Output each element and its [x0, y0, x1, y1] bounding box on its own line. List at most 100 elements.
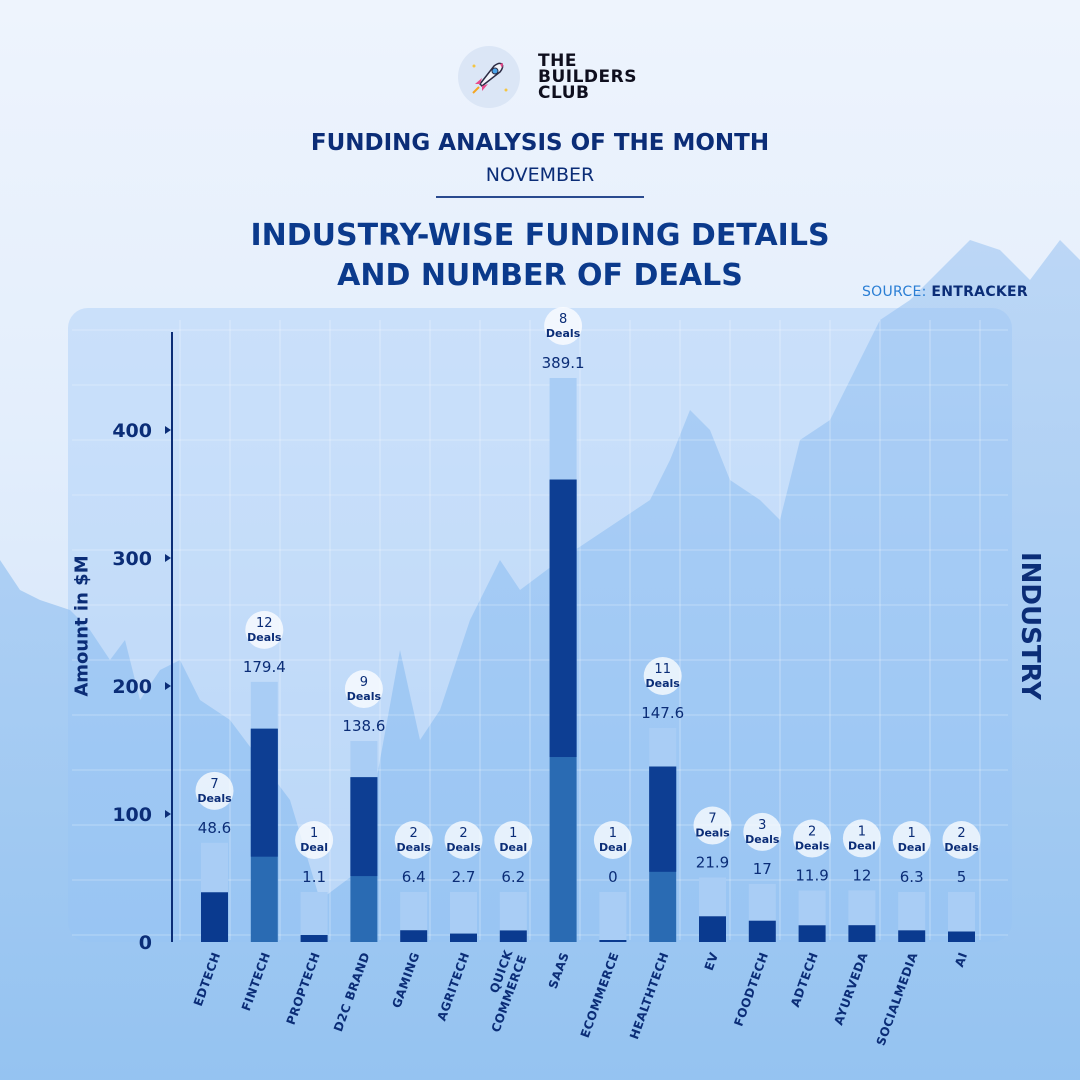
deal-bubble	[593, 821, 632, 859]
data-label: 21.9	[696, 854, 729, 872]
x-tick-label-line: EV	[702, 950, 722, 972]
bar	[699, 916, 726, 942]
month-label: NOVEMBER	[485, 164, 595, 186]
deal-count: 7	[708, 812, 716, 827]
x-tick-label-line: HEALTHTECH	[627, 950, 672, 1041]
bar	[450, 933, 477, 942]
data-label: 12	[852, 866, 871, 884]
deal-bubble	[394, 821, 433, 859]
x-tick-label: D2C BRAND	[331, 950, 373, 1033]
x-tick-label-line: AYURVEDA	[831, 950, 870, 1027]
chart-heading: INDUSTRY-WISE FUNDING DETAILS AND NUMBER…	[0, 216, 1080, 296]
rocket-icon	[458, 46, 520, 108]
x-tick-label: ADTECH	[788, 950, 821, 1009]
brand-logo: THE BUILDERS CLUB	[458, 46, 637, 108]
deal-label: Deals	[446, 841, 481, 854]
deal-bubble	[494, 821, 533, 859]
deal-count: 3	[758, 818, 766, 833]
data-label: 389.1	[542, 354, 585, 372]
deal-bubble	[942, 821, 981, 859]
data-label: 1.1	[302, 868, 326, 886]
deal-bubble	[344, 670, 383, 709]
x-tick-label: SOCIALMEDIA	[874, 950, 921, 1047]
deal-label: Deals	[247, 631, 282, 644]
y-tick-label: 0	[139, 932, 152, 954]
deal-label: Deal	[599, 841, 627, 854]
data-label: 179.4	[243, 658, 286, 676]
bar	[848, 925, 876, 942]
data-label: 0	[608, 868, 618, 886]
deal-label: Deal	[898, 841, 926, 854]
deal-label: Deals	[795, 840, 830, 853]
deal-count: 12	[256, 616, 273, 631]
x-tick-label-line: ADTECH	[788, 950, 821, 1009]
x-tick-label: ECOMMERCE	[578, 950, 622, 1039]
bar	[948, 931, 975, 942]
bar-top	[649, 766, 677, 872]
data-label: 2.7	[452, 868, 476, 886]
deal-count: 1	[609, 826, 617, 841]
x-tick-label-line: PROPTECH	[284, 950, 323, 1026]
x-tick-label: AGRITECH	[435, 950, 473, 1023]
deal-label: Deals	[197, 792, 232, 805]
bar-top	[350, 777, 378, 877]
deal-bubble	[195, 771, 234, 810]
deal-label: Deals	[646, 677, 681, 690]
deal-label: Deal	[499, 841, 527, 854]
data-label: 6.3	[900, 868, 924, 886]
deal-count: 1	[908, 826, 916, 841]
data-label: 138.6	[342, 717, 385, 735]
source-label: SOURCE:	[861, 284, 927, 300]
x-tick-label: AYURVEDA	[831, 950, 870, 1027]
x-tick-label: EV	[702, 950, 722, 972]
x-tick-label-line: SAAS	[546, 950, 572, 990]
brand-line2: BUILDERS	[538, 67, 637, 87]
deal-label: Deals	[745, 833, 780, 846]
bar-top	[250, 728, 278, 857]
bar-background	[599, 892, 627, 942]
x-tick-label-line: AGRITECH	[435, 950, 473, 1023]
deal-bubble	[295, 821, 334, 859]
bar	[400, 930, 428, 942]
deal-bubble	[444, 821, 483, 859]
bar	[898, 930, 926, 942]
deal-count: 9	[360, 675, 368, 690]
y-tick-label: 100	[112, 804, 152, 826]
deal-count: 1	[509, 826, 517, 841]
data-label: 147.6	[641, 704, 684, 722]
deal-label: Deals	[546, 327, 581, 340]
data-label: 6.2	[501, 868, 525, 886]
deal-bubble	[743, 812, 782, 851]
x-tick-label-line: FINTECH	[239, 950, 273, 1013]
brand-name: THE BUILDERS CLUB	[538, 53, 637, 102]
deal-count: 2	[808, 825, 816, 840]
x-tick-label: SAAS	[546, 950, 572, 990]
deal-count: 1	[310, 826, 318, 841]
bar	[300, 935, 328, 942]
y-tick-mark	[165, 426, 171, 434]
bar-background	[300, 892, 328, 942]
deal-bubble	[693, 806, 732, 845]
deal-bubble	[892, 821, 931, 859]
bar	[748, 920, 776, 942]
y-tick-mark	[165, 810, 171, 818]
source-value: ENTRACKER	[931, 284, 1028, 300]
x-tick-label: AI	[952, 950, 970, 969]
y-tick-label: 200	[112, 676, 152, 698]
chart-heading-line1: INDUSTRY-WISE FUNDING DETAILS	[250, 218, 830, 253]
x-tick-label-line: AI	[952, 950, 970, 969]
x-tick-label: HEALTHTECH	[627, 950, 672, 1041]
x-tick-label: FINTECH	[239, 950, 273, 1013]
x-tick-label: EDTECH	[191, 950, 223, 1008]
bar	[201, 892, 228, 942]
bar	[499, 930, 527, 942]
deal-label: Deals	[397, 841, 432, 854]
